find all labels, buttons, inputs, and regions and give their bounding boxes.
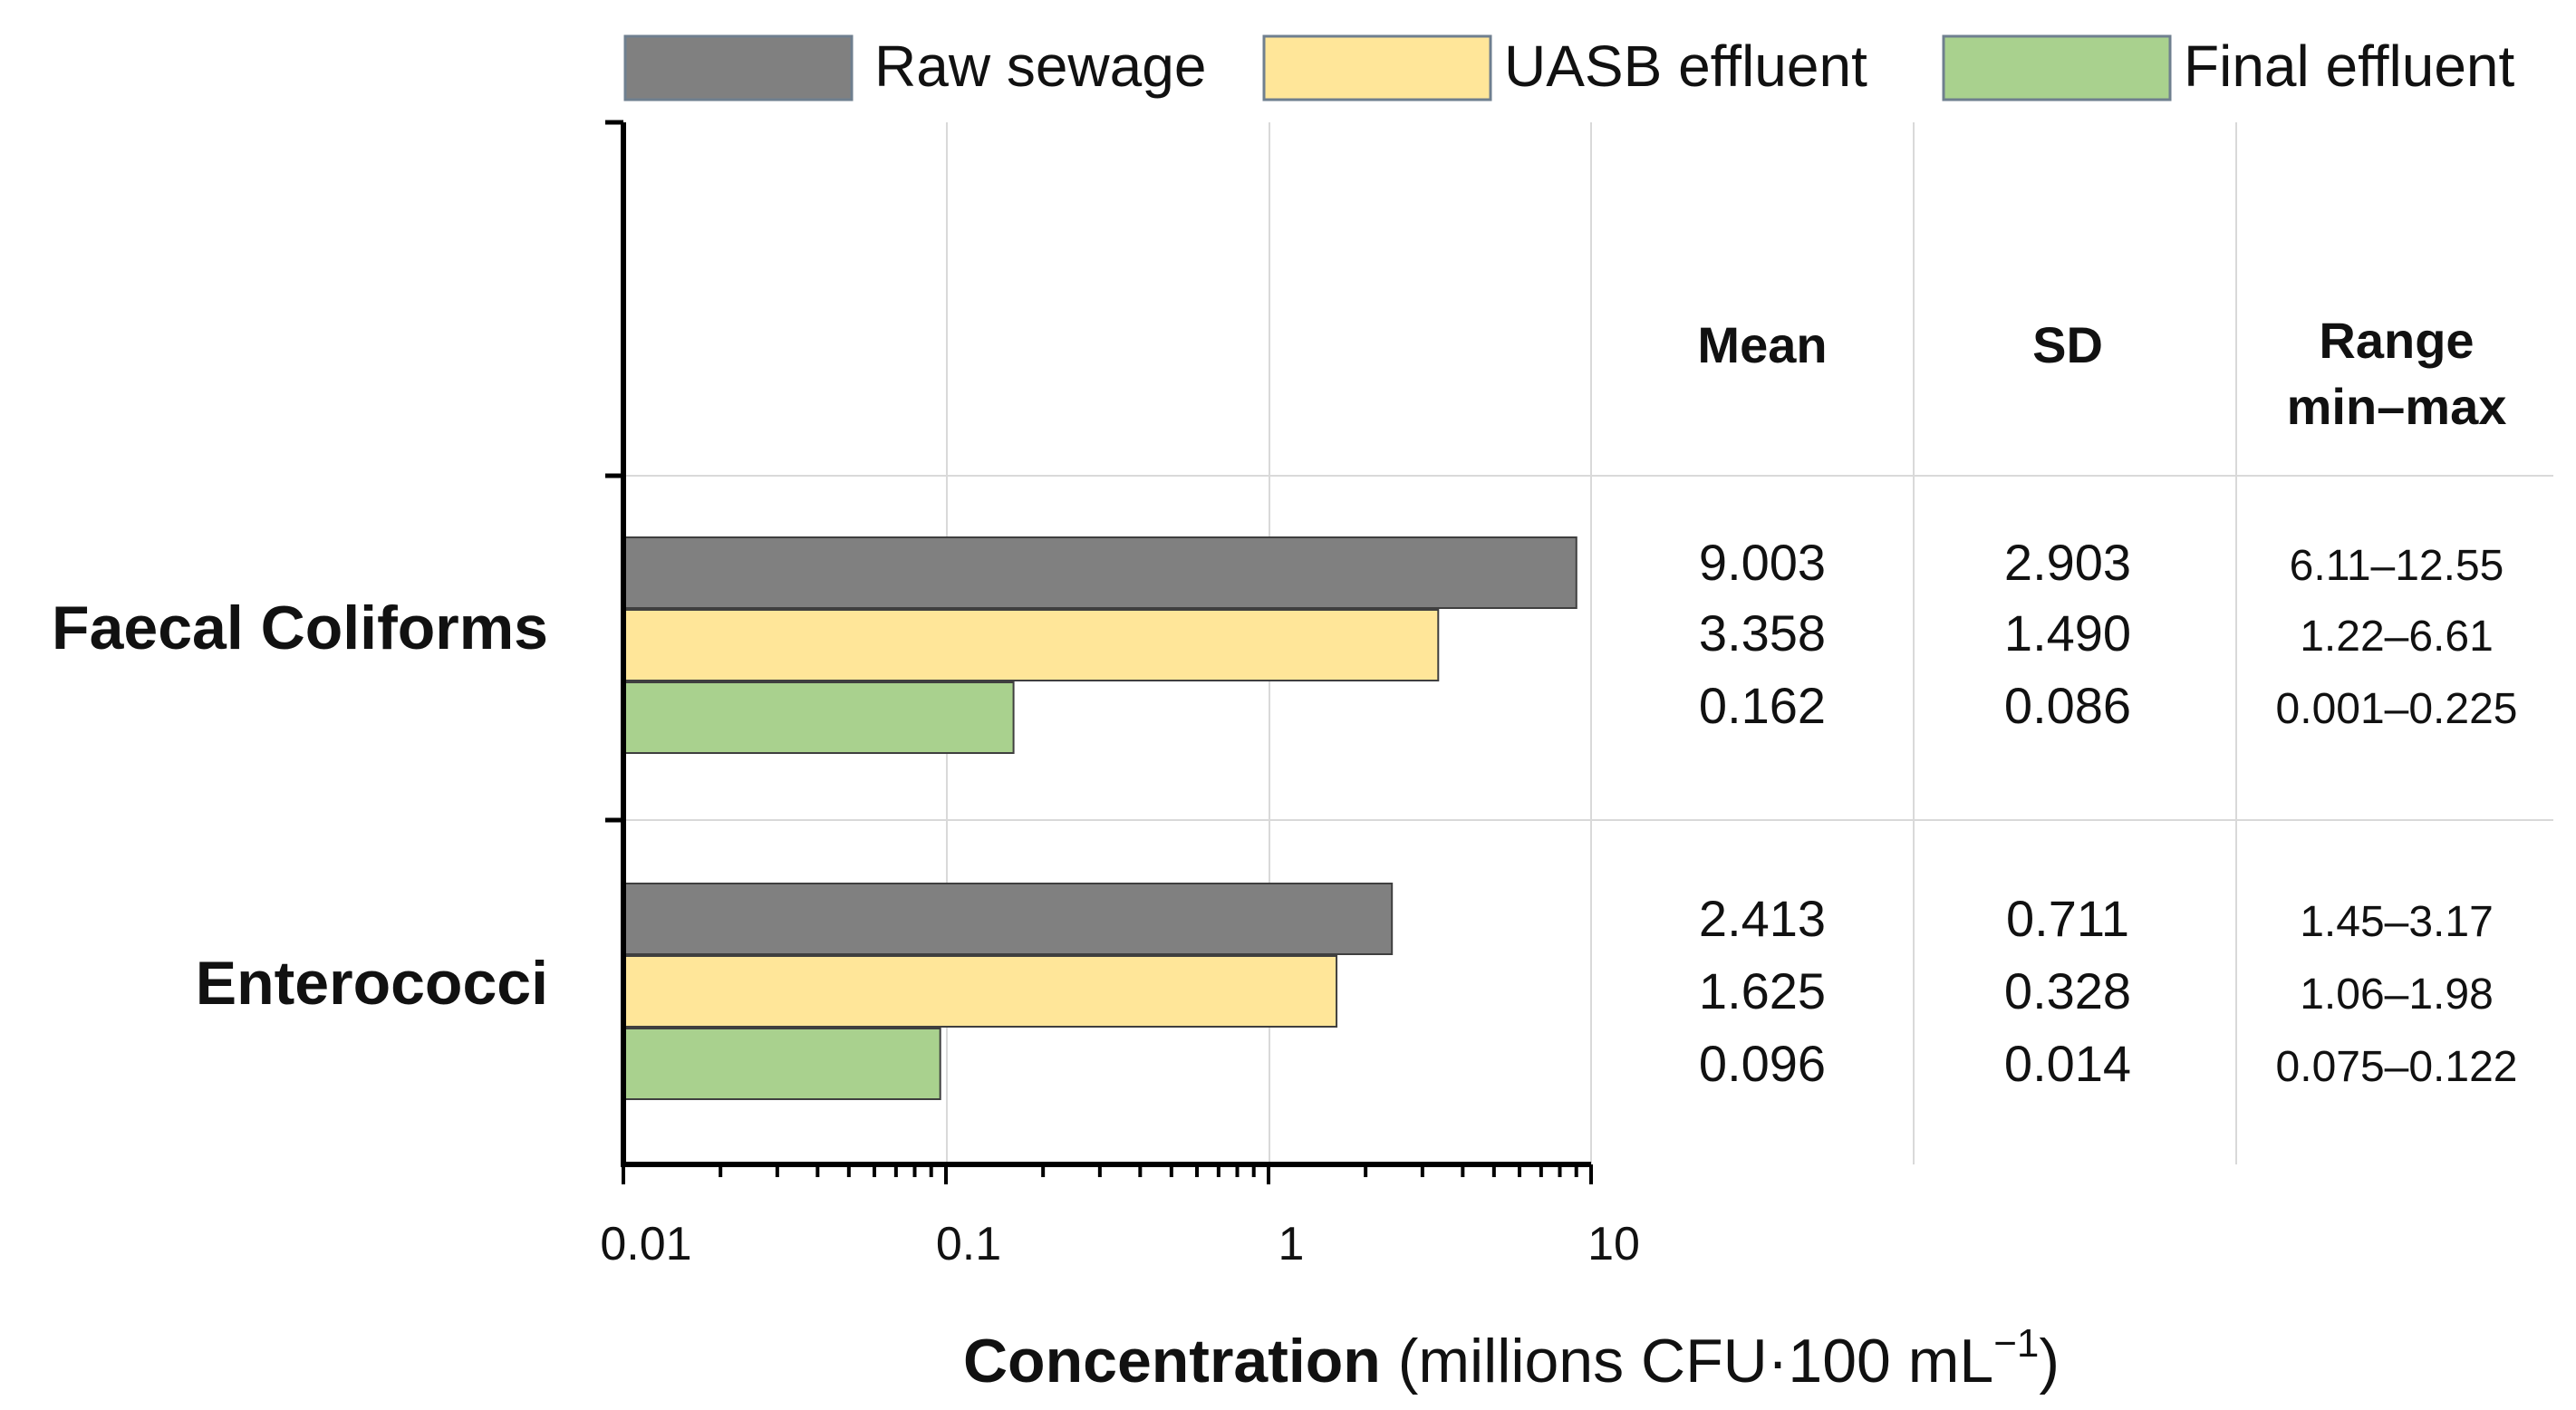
legend-swatch (623, 34, 854, 101)
bar-uasb-effluent (622, 609, 1440, 681)
bar-raw-sewage (622, 536, 1577, 609)
table-cell-range: 6.11–12.55 (2290, 542, 2504, 590)
x-axis-title-close: ) (2039, 1327, 2060, 1396)
axes (605, 120, 1593, 1184)
x-tick-label: 10 (1587, 1218, 1640, 1270)
table-cell-range: 1.45–3.17 (2300, 898, 2494, 946)
table-cell-sd: 0.086 (2004, 677, 2131, 734)
table-cell-sd: 1.490 (2004, 604, 2131, 662)
table-cell-mean: 2.413 (1699, 890, 1826, 947)
x-tick-label: 0.01 (600, 1218, 691, 1270)
table-cell-sd: 0.711 (2006, 890, 2129, 947)
table-cell-sd: 0.014 (2004, 1035, 2131, 1092)
x-axis-title-sup: −1 (1993, 1321, 2039, 1366)
table-cell-mean: 3.358 (1699, 604, 1826, 662)
legend-swatch (1262, 34, 1492, 101)
table-cell-range: 1.22–6.61 (2300, 613, 2494, 661)
bar-final-effluent (622, 1028, 941, 1100)
legend: Raw sewage UASB effluent Final effluent (623, 34, 2515, 101)
bar-final-effluent (622, 681, 1015, 754)
table-cell-range: 1.06–1.98 (2300, 971, 2494, 1019)
table-header-range-sub: min–max (2287, 378, 2507, 435)
legend-swatch (1942, 34, 2172, 101)
bar-uasb-effluent (622, 955, 1338, 1028)
category-label: Faecal Coliforms (52, 594, 548, 662)
bar-raw-sewage (622, 883, 1394, 955)
table-cell-sd: 0.328 (2004, 962, 2131, 1019)
table-header-sd: SD (2032, 316, 2103, 373)
table-header-mean: Mean (1697, 316, 1827, 373)
table-cell-range: 0.001–0.225 (2276, 685, 2518, 733)
table-cell-mean: 9.003 (1699, 534, 1826, 591)
table-cell-range: 0.075–0.122 (2276, 1043, 2518, 1091)
gridlines (623, 122, 2553, 1164)
x-tick-label: 1 (1278, 1218, 1305, 1270)
bars (622, 536, 1577, 1100)
labels: 0.01 0.1 1 10 Faecal Coliforms Enterococci Con… (52, 594, 2060, 1396)
legend-label: UASB effluent (1504, 34, 1867, 99)
table-cell-mean: 0.162 (1699, 677, 1826, 734)
data-table: Mean SD Range min–max 9.003 2.903 6.11–12.55 3.… (1697, 312, 2517, 1092)
x-tick-label: 0.1 (936, 1218, 1001, 1270)
x-axis-title: Concentration (millions CFU·100 mL−1) (963, 1321, 2060, 1396)
table-header-range: Range (2319, 312, 2474, 369)
legend-label: Raw sewage (874, 34, 1206, 99)
category-label: Enterococci (196, 949, 548, 1018)
legend-label: Final effluent (2184, 34, 2515, 99)
table-cell-mean: 0.096 (1699, 1035, 1826, 1092)
table-cell-sd: 2.903 (2004, 534, 2131, 591)
x-axis-title-unit: (millions CFU·100 mL (1381, 1327, 1993, 1396)
x-axis-title-bold: Concentration (963, 1327, 1381, 1396)
table-cell-mean: 1.625 (1699, 962, 1826, 1019)
